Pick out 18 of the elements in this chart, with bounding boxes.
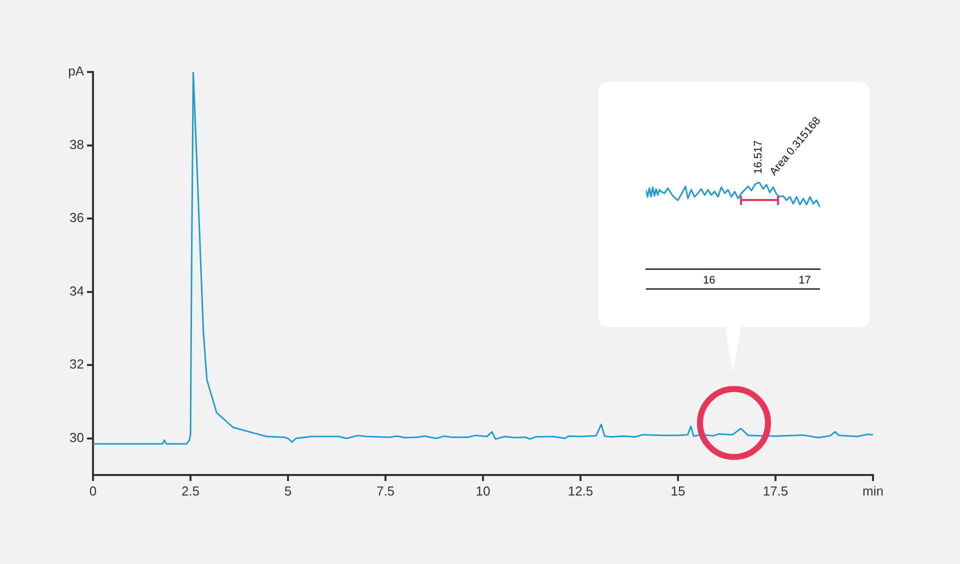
x-tick-label: 2.5: [181, 483, 200, 498]
x-tick-label: min: [862, 483, 884, 498]
y-tick-label: 30: [70, 430, 84, 445]
y-tick-label: 32: [70, 356, 84, 372]
y-tick-label: 38: [70, 136, 84, 152]
x-tick-label: 15: [670, 483, 686, 498]
y-tick-label: 34: [70, 283, 84, 298]
x-tick-label: 7.5: [376, 483, 395, 498]
x-tick-label: 10: [476, 483, 490, 498]
y-tick-label: pA: [68, 64, 84, 79]
x-tick-label: 17.5: [762, 483, 788, 498]
x-tick-label: 5: [284, 483, 292, 498]
y-tick-label: 36: [70, 210, 84, 226]
x-tick-label: 0: [89, 483, 97, 498]
x-tick-label: 16: [702, 274, 716, 287]
x-tick-label: 17: [798, 274, 811, 287]
x-tick-label: 12.5: [568, 483, 594, 498]
annotation: 16.517: [752, 140, 765, 174]
